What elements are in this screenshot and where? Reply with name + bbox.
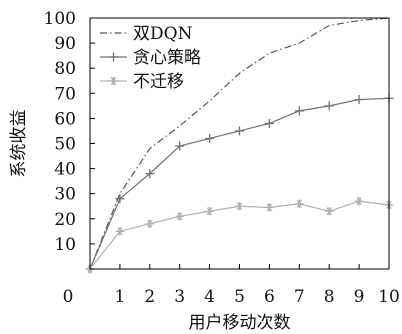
series-2-point (175, 141, 185, 151)
x-tick-label: 0 (63, 287, 74, 307)
y-axis-title: 系统收益 (9, 110, 29, 178)
series-line-2 (89, 97, 390, 270)
legend-entry: 双DQN (100, 24, 193, 44)
y-tick-label: 80 (54, 59, 76, 79)
y-tick-label: 20 (54, 210, 76, 230)
x-tick-label: 10 (378, 287, 400, 307)
x-tick-label: 5 (234, 287, 245, 307)
series-2-point (205, 133, 215, 143)
x-tick-label: 9 (354, 287, 365, 307)
series-2-point (294, 106, 304, 116)
series-2-point (264, 118, 274, 128)
legend-entry: 不迁移 (100, 72, 184, 92)
x-tick-label: 7 (294, 287, 305, 307)
y-tick-label: 40 (54, 160, 76, 180)
series-3-point (115, 227, 125, 236)
x-axis-title: 用户移动次数 (189, 313, 291, 333)
y-tick-label: 30 (54, 185, 76, 205)
x-tick-label: 3 (174, 287, 185, 307)
y-tick-label: 10 (54, 235, 76, 255)
x-tick-label: 1 (114, 287, 125, 307)
series-line-3 (89, 200, 390, 270)
plot-frame (89, 17, 390, 270)
series-2-point (354, 95, 364, 105)
legend-label: 贪心策略 (133, 48, 201, 68)
series-3-point (175, 212, 184, 221)
ticks-layer: 0 1 2 3 4 5 6 7 8 9 10 10 20 30 40 50 60 70 80 90 100 (44, 9, 400, 307)
series-2-point (324, 101, 334, 111)
series-2-point (145, 169, 155, 179)
series-3-point (145, 219, 154, 229)
series-3-point (354, 197, 364, 206)
legend-label: 双DQN (133, 24, 193, 44)
x-tick-label: 2 (144, 287, 155, 307)
series-3-point (265, 203, 274, 212)
y-tick-label: 70 (54, 84, 76, 104)
series-3-point (325, 207, 334, 216)
y-tick-label: 50 (54, 135, 76, 155)
x-tick-label: 8 (324, 287, 335, 307)
legend-entry: 贪心策略 (100, 48, 201, 68)
legend-marker (109, 76, 118, 86)
y-tick-label: 60 (54, 109, 76, 129)
legend-label: 不迁移 (133, 72, 184, 92)
series-layer (85, 17, 394, 274)
legend-marker (109, 52, 118, 62)
series-2-point (235, 126, 244, 136)
x-tick-label: 6 (264, 287, 275, 307)
series-3-point (295, 199, 304, 208)
series-2-point (115, 194, 125, 204)
series-line-1 (89, 17, 390, 270)
series-3-point (205, 207, 214, 216)
y-tick-label: 100 (44, 9, 76, 29)
series-3-point (235, 202, 244, 211)
x-tick-label: 4 (204, 287, 215, 307)
y-tick-label: 90 (54, 34, 76, 54)
